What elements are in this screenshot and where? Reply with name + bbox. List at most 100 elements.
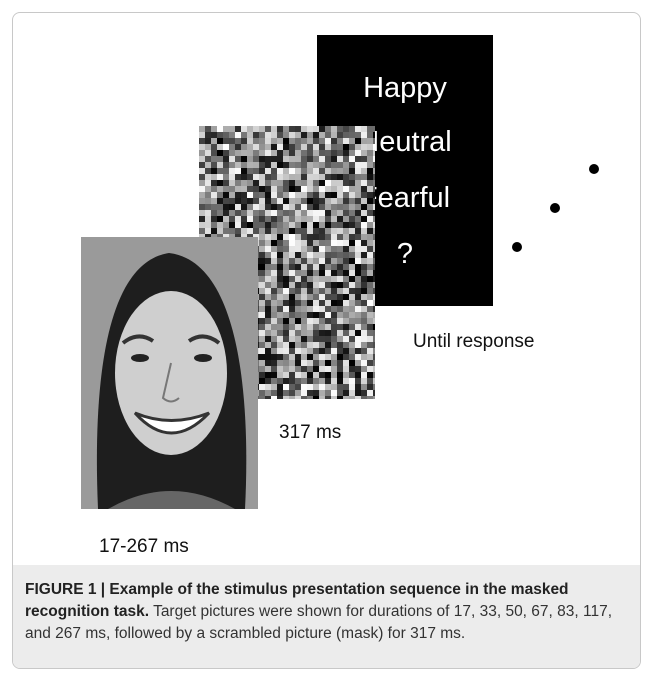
noise-cell [241,174,247,180]
noise-cell [373,330,375,336]
noise-cell [241,216,247,222]
noise-cell [319,198,325,204]
noise-cell [259,294,265,300]
noise-cell [361,162,367,168]
noise-cell [349,180,355,186]
noise-cell [343,390,349,396]
noise-cell [373,132,375,138]
noise-cell [283,366,289,372]
noise-cell [265,318,271,324]
noise-cell [211,228,217,234]
noise-cell [355,234,361,240]
noise-cell [289,330,295,336]
noise-cell [307,138,313,144]
noise-cell [325,168,331,174]
noise-cell [229,144,235,150]
noise-cell [307,366,313,372]
noise-cell [277,270,283,276]
noise-cell [289,360,295,366]
noise-cell [367,222,373,228]
noise-cell [265,246,271,252]
noise-cell [259,222,265,228]
noise-cell [349,150,355,156]
noise-cell [325,324,331,330]
noise-cell [259,360,265,366]
noise-cell [307,282,313,288]
noise-cell [373,258,375,264]
noise-cell [361,192,367,198]
noise-cell [325,396,331,399]
noise-cell [373,360,375,366]
noise-cell [325,276,331,282]
noise-cell [205,198,211,204]
noise-cell [337,294,343,300]
noise-cell [217,162,223,168]
noise-cell [313,300,319,306]
noise-cell [289,144,295,150]
noise-cell [343,222,349,228]
noise-cell [331,336,337,342]
noise-cell [349,252,355,258]
noise-cell [205,180,211,186]
noise-cell [277,216,283,222]
noise-cell [211,156,217,162]
noise-cell [337,366,343,372]
noise-cell [295,186,301,192]
noise-cell [223,222,229,228]
noise-cell [307,216,313,222]
noise-cell [355,228,361,234]
noise-cell [253,150,259,156]
noise-cell [313,360,319,366]
noise-cell [373,126,375,132]
noise-cell [235,162,241,168]
noise-cell [349,288,355,294]
noise-cell [307,360,313,366]
noise-cell [343,180,349,186]
noise-cell [205,144,211,150]
noise-cell [343,378,349,384]
noise-cell [343,330,349,336]
noise-cell [211,186,217,192]
noise-cell [325,318,331,324]
noise-cell [289,270,295,276]
noise-cell [259,270,265,276]
noise-cell [325,150,331,156]
noise-cell [265,132,271,138]
noise-cell [349,246,355,252]
noise-cell [235,198,241,204]
noise-cell [337,318,343,324]
noise-cell [349,348,355,354]
noise-cell [277,186,283,192]
noise-cell [367,312,373,318]
noise-cell [301,210,307,216]
noise-cell [307,198,313,204]
noise-cell [295,246,301,252]
noise-cell [373,390,375,396]
noise-cell [205,210,211,216]
noise-cell [313,234,319,240]
noise-cell [331,228,337,234]
noise-cell [229,210,235,216]
noise-cell [241,144,247,150]
noise-cell [229,132,235,138]
noise-cell [289,318,295,324]
noise-cell [289,282,295,288]
noise-cell [343,396,349,399]
noise-cell [367,234,373,240]
noise-cell [361,294,367,300]
noise-cell [295,294,301,300]
noise-cell [349,282,355,288]
noise-cell [283,246,289,252]
noise-cell [289,192,295,198]
noise-cell [319,210,325,216]
noise-cell [367,156,373,162]
noise-cell [331,210,337,216]
noise-cell [277,336,283,342]
noise-cell [343,300,349,306]
noise-cell [271,384,277,390]
noise-cell [337,270,343,276]
noise-cell [313,366,319,372]
noise-cell [331,204,337,210]
noise-cell [337,306,343,312]
noise-cell [283,264,289,270]
